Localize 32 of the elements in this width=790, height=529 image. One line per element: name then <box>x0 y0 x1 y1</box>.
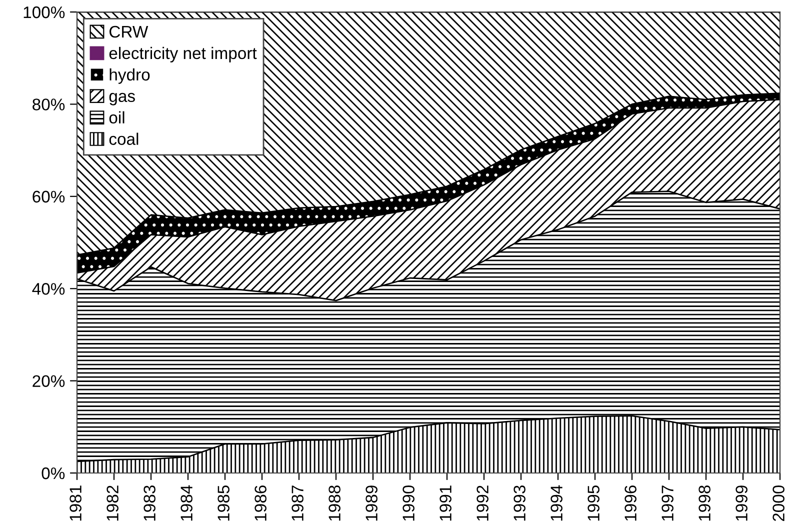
y-tick-label: 60% <box>32 190 65 203</box>
x-tick-label: 1995 <box>588 486 600 521</box>
legend-label: electricity net import <box>109 46 257 62</box>
x-tick-label: 1994 <box>550 485 562 521</box>
y-tick-label: 80% <box>32 98 65 110</box>
x-tick-label: 1992 <box>476 486 488 521</box>
x-tick-label: 1997 <box>662 486 674 521</box>
x-tick-label: 1983 <box>144 486 156 521</box>
x-tick-label: 2000 <box>772 485 784 522</box>
x-tick-label: 1999 <box>736 486 748 521</box>
y-tick-label: 0% <box>42 467 65 480</box>
legend-label: oil <box>109 111 124 124</box>
x-tick-label: 1998 <box>698 486 710 521</box>
x-tick-label: 1982 <box>106 486 118 521</box>
legend-label: CRW <box>110 26 148 38</box>
x-tick-label: 1985 <box>218 486 230 521</box>
x-tick-label: 1996 <box>624 486 636 521</box>
legend-label: gas <box>109 92 135 106</box>
y-tick-label: 100% <box>24 6 65 18</box>
x-tick-label: 1981 <box>70 486 82 521</box>
x-tick-label: 1984 <box>180 485 192 521</box>
x-tick-label: 1989 <box>366 486 378 521</box>
x-tick-label: 1987 <box>292 486 304 521</box>
legend-label: hydro <box>110 68 150 84</box>
x-tick-label: 1991 <box>440 486 452 521</box>
x-tick-label: 1993 <box>514 486 526 521</box>
legend-label: coal <box>109 132 138 145</box>
y-tick-label: 40% <box>32 283 65 295</box>
x-tick-label: 1988 <box>328 486 340 521</box>
y-tick-label: 20% <box>32 375 65 388</box>
x-tick-label: 1986 <box>254 486 266 521</box>
x-tick-label: 1990 <box>402 485 414 521</box>
